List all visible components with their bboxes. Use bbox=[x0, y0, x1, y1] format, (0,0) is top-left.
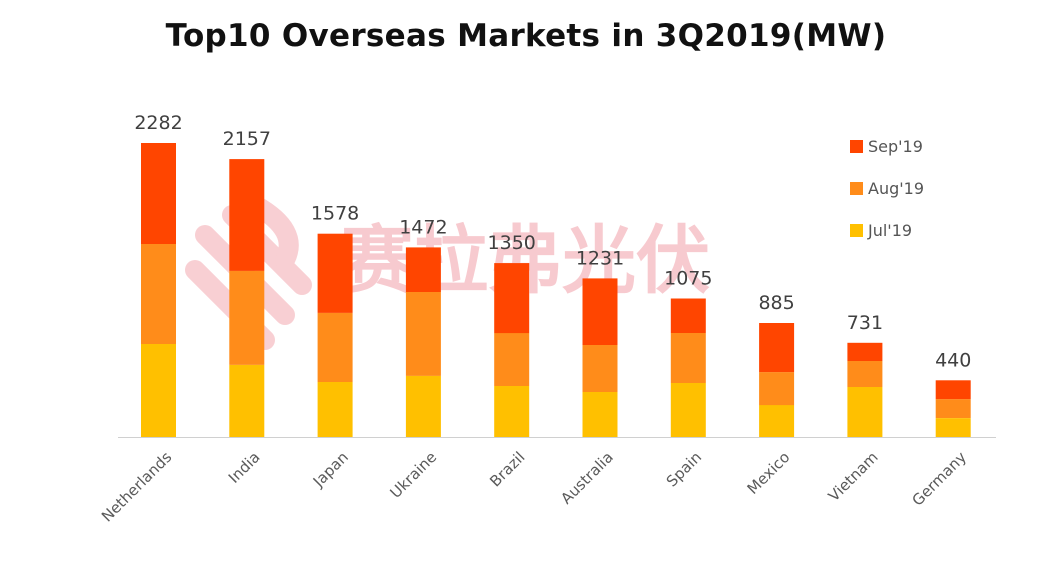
bar-brazil-sep19 bbox=[494, 263, 530, 334]
data-label: 731 bbox=[847, 312, 883, 334]
legend-swatch bbox=[850, 182, 863, 195]
bar-vietnam-jul19 bbox=[847, 387, 883, 437]
bar-spain-aug19 bbox=[670, 333, 706, 383]
data-label: 1075 bbox=[664, 268, 712, 290]
bar-india-aug19 bbox=[229, 270, 265, 365]
bar-australia-aug19 bbox=[582, 345, 618, 392]
x-tick-label: Ukraine bbox=[387, 448, 441, 502]
bar-vietnam-sep19 bbox=[847, 342, 883, 361]
legend-swatch bbox=[850, 140, 863, 153]
data-label: 2157 bbox=[223, 128, 271, 150]
bar-india-sep19 bbox=[229, 159, 265, 271]
bar-ukraine-sep19 bbox=[405, 247, 441, 292]
bar-ukraine-jul19 bbox=[405, 375, 441, 437]
x-tick-label: Spain bbox=[663, 448, 705, 490]
x-tick-label: Brazil bbox=[486, 448, 528, 490]
data-label: 440 bbox=[935, 349, 971, 371]
bar-japan-jul19 bbox=[317, 382, 353, 437]
bar-mexico-aug19 bbox=[759, 372, 795, 406]
bar-brazil-jul19 bbox=[494, 386, 530, 437]
legend-label: Aug'19 bbox=[868, 179, 924, 198]
bar-mexico-sep19 bbox=[759, 323, 795, 373]
bar-germany-sep19 bbox=[935, 380, 971, 400]
bar-netherlands-jul19 bbox=[141, 344, 176, 437]
bar-japan-sep19 bbox=[317, 233, 353, 313]
x-tick-label: Vietnam bbox=[825, 448, 882, 505]
bar-australia-sep19 bbox=[582, 278, 618, 345]
x-tick-label: Mexico bbox=[744, 448, 794, 498]
bar-australia-jul19 bbox=[582, 392, 618, 437]
legend-label: Jul'19 bbox=[867, 221, 912, 240]
bar-netherlands-aug19 bbox=[141, 244, 176, 344]
legend-swatch bbox=[850, 224, 863, 237]
legend-label: Sep'19 bbox=[868, 137, 923, 156]
bar-brazil-aug19 bbox=[494, 333, 530, 386]
bar-netherlands-sep19 bbox=[141, 143, 176, 244]
data-label: 1231 bbox=[576, 247, 624, 269]
data-label: 1578 bbox=[311, 203, 359, 225]
x-tick-label: Germany bbox=[909, 448, 971, 510]
bar-germany-aug19 bbox=[935, 399, 971, 418]
bar-spain-jul19 bbox=[670, 383, 706, 437]
bar-vietnam-aug19 bbox=[847, 361, 883, 387]
x-tick-label: Australia bbox=[557, 448, 617, 508]
data-label: 1350 bbox=[488, 232, 536, 254]
legend: Sep'19 Aug'19 Jul'19 bbox=[850, 137, 924, 240]
data-label: 1472 bbox=[399, 216, 447, 238]
bar-india-jul19 bbox=[229, 365, 265, 437]
bar-spain-sep19 bbox=[670, 298, 706, 333]
bar-japan-aug19 bbox=[317, 312, 353, 382]
bar-ukraine-aug19 bbox=[405, 291, 441, 376]
data-label: 885 bbox=[758, 292, 794, 314]
watermark: 赛拉弗光伏 bbox=[185, 195, 710, 350]
bar-mexico-jul19 bbox=[759, 405, 795, 437]
x-tick-label: Japan bbox=[309, 448, 352, 491]
bar-germany-jul19 bbox=[935, 418, 971, 437]
x-tick-label: Netherlands bbox=[98, 448, 176, 526]
data-label: 2282 bbox=[134, 112, 182, 134]
chart-title: Top10 Overseas Markets in 3Q2019(MW) bbox=[165, 18, 887, 54]
x-tick-label: India bbox=[225, 448, 264, 487]
